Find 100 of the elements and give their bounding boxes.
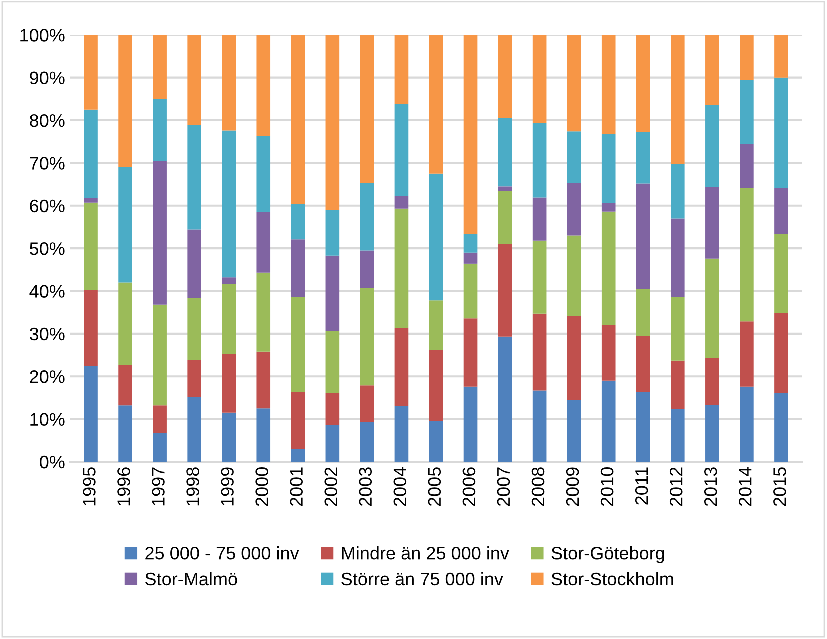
bar	[706, 35, 720, 106]
x-tick-label: 2000	[256, 468, 268, 506]
bar	[740, 35, 754, 80]
x-tick-label: 2007	[497, 468, 510, 506]
bar	[256, 352, 271, 409]
bar	[153, 99, 167, 162]
legend-label: Större än 75 000 inv	[342, 572, 504, 586]
bar	[360, 386, 374, 422]
legend-label: Stor-Göteborg	[552, 546, 664, 564]
y-tick-label: 80%	[30, 114, 65, 128]
x-tick-label: 2010	[600, 468, 614, 506]
x-tick-label: 2003	[359, 468, 372, 506]
bar	[498, 336, 512, 462]
x-tick-label: 1995	[83, 468, 96, 506]
bar	[429, 421, 444, 462]
legend-label: Stor-Stockholm	[552, 572, 674, 586]
y-tick-label: 100%	[20, 29, 65, 42]
bar	[188, 230, 202, 298]
x-tick-label: 2009	[566, 468, 580, 506]
x-tick-label: 2013	[704, 468, 718, 506]
bar	[188, 360, 202, 398]
bar	[360, 250, 374, 288]
bar	[532, 240, 547, 314]
x-tick-label: 2015	[774, 468, 786, 506]
bar	[188, 35, 202, 126]
y-tick-label: 20%	[30, 370, 65, 384]
x-tick-label: 2014	[739, 467, 752, 506]
bar	[394, 328, 409, 407]
bar	[706, 105, 720, 188]
bar	[118, 406, 132, 462]
bar	[429, 300, 444, 350]
x-tick-label: 1996	[118, 468, 130, 506]
bar	[636, 35, 650, 132]
y-tick-label: 40%	[30, 285, 65, 298]
bar	[464, 234, 478, 253]
bar	[774, 393, 788, 462]
bar	[774, 35, 788, 78]
bar	[498, 191, 512, 244]
x-tick-label: 2011	[635, 468, 648, 505]
bar	[740, 386, 754, 462]
y-tick-label: 50%	[30, 242, 65, 256]
bar	[602, 212, 616, 325]
bar	[636, 184, 650, 290]
bar	[326, 425, 340, 462]
y-tick-label: 10%	[30, 413, 65, 426]
bar	[671, 218, 685, 298]
bar	[464, 264, 478, 319]
bar	[360, 35, 374, 184]
y-tick-label: 90%	[30, 72, 65, 85]
bar	[291, 392, 306, 450]
bar	[291, 297, 306, 392]
bar	[706, 188, 720, 259]
bar	[706, 405, 720, 462]
bar	[636, 336, 650, 392]
bar	[602, 324, 616, 381]
bar	[498, 186, 512, 192]
bar	[636, 290, 650, 336]
bar	[118, 365, 132, 406]
bar	[636, 392, 650, 462]
legend-label: 25 000 - 75 000 inv	[146, 546, 300, 560]
bar	[774, 188, 788, 234]
bar	[774, 78, 788, 188]
bar	[291, 35, 306, 204]
bar	[326, 256, 340, 332]
legend-label: Stor-Malmö	[146, 572, 238, 586]
bar	[222, 284, 236, 354]
bar	[636, 132, 650, 184]
y-tick-label: 30%	[30, 328, 65, 341]
bar	[567, 400, 582, 462]
y-tick-label: 0%	[40, 456, 65, 469]
bar	[567, 35, 582, 132]
bar	[153, 432, 167, 462]
bar	[394, 406, 409, 462]
bar	[567, 183, 582, 236]
bar	[84, 202, 98, 290]
x-tick-label: 2005	[428, 468, 442, 506]
bar	[222, 35, 236, 131]
bar	[464, 318, 478, 387]
bar	[774, 313, 788, 394]
bar	[360, 422, 374, 462]
bar	[256, 408, 271, 462]
bar	[532, 390, 547, 462]
bar	[153, 35, 167, 100]
bar	[464, 386, 478, 462]
bar	[706, 258, 720, 358]
bar	[84, 110, 98, 198]
bar	[532, 314, 547, 391]
bar	[256, 212, 271, 273]
x-tick-label: 2006	[462, 468, 476, 506]
bar	[429, 35, 444, 174]
bar	[464, 35, 478, 234]
bar	[118, 35, 132, 168]
bar	[429, 350, 444, 422]
bar	[498, 118, 512, 187]
bar	[671, 35, 685, 164]
bar	[740, 188, 754, 322]
bar	[153, 406, 167, 433]
bar	[188, 298, 202, 360]
bar	[153, 304, 167, 406]
bar	[774, 234, 788, 314]
